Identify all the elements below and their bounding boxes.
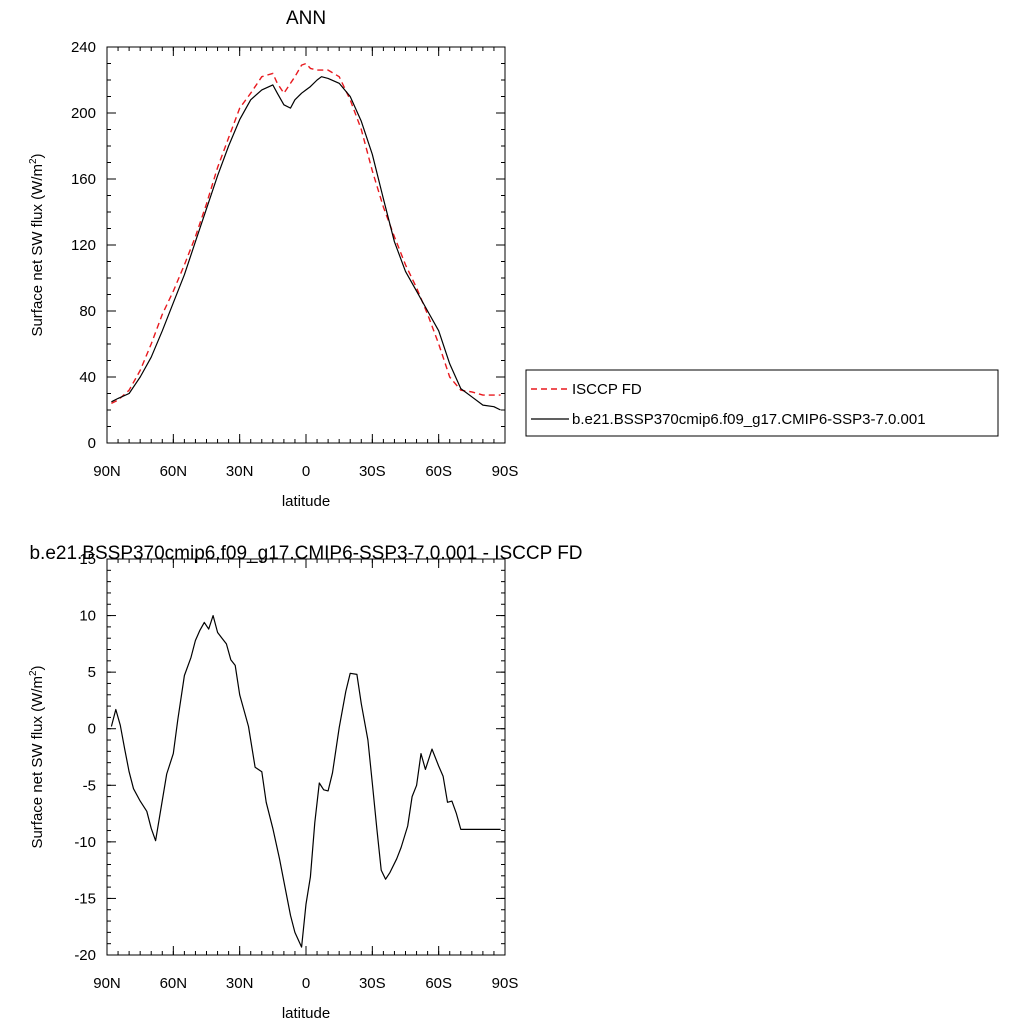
y-tick-label: 120 bbox=[71, 237, 96, 254]
y-tick-label: 10 bbox=[79, 608, 96, 625]
y-tick-label: 15 bbox=[79, 551, 96, 568]
y-tick-label: 160 bbox=[71, 171, 96, 188]
x-tick-label: 90S bbox=[492, 463, 519, 480]
legend-label-isccp: ISCCP FD bbox=[572, 381, 642, 398]
chart-title-ann: ANN bbox=[286, 8, 326, 29]
series-line-model bbox=[111, 76, 501, 411]
x-tick-label: 0 bbox=[302, 975, 310, 992]
x-tick-label: 60N bbox=[160, 463, 188, 480]
legend-box bbox=[525, 369, 999, 437]
y-tick-label: 5 bbox=[88, 664, 96, 681]
legend-label-model: b.e21.BSSP370cmip6.f09_g17.CMIP6-SSP3-7.… bbox=[572, 411, 926, 428]
series-line-model bbox=[110, 614, 501, 948]
x-tick-label: 90N bbox=[93, 975, 121, 992]
plot-frame bbox=[106, 558, 506, 956]
y-tick-label: -20 bbox=[74, 947, 96, 964]
x-tick-label: 0 bbox=[302, 463, 310, 480]
legend: ISCCP FD b.e21.BSSP370cmip6.f09_g17.CMIP… bbox=[525, 369, 999, 437]
y-tick-label: 0 bbox=[88, 435, 96, 452]
x-tick-label: 30N bbox=[226, 463, 254, 480]
x-axis-label: latitude bbox=[282, 1005, 330, 1022]
y-tick-label: 80 bbox=[79, 303, 96, 320]
x-tick-label: 90S bbox=[492, 975, 519, 992]
y-axis-label: Surface net SW flux (W/m2) bbox=[28, 153, 46, 336]
y-tick-label: 40 bbox=[79, 369, 96, 386]
y-tick-label: 240 bbox=[71, 39, 96, 56]
x-axis-label: latitude bbox=[282, 493, 330, 510]
x-tick-label: 60S bbox=[425, 975, 452, 992]
x-tick-label: 30N bbox=[226, 975, 254, 992]
x-tick-label: 60S bbox=[425, 463, 452, 480]
x-tick-label: 30S bbox=[359, 975, 386, 992]
x-tick-label: 60N bbox=[160, 975, 188, 992]
series-line-isccp bbox=[111, 62, 501, 405]
y-axis-label: Surface net SW flux (W/m2) bbox=[28, 665, 46, 848]
plot-frame bbox=[106, 46, 506, 444]
y-tick-label: -10 bbox=[74, 834, 96, 851]
plot-annual-mean: 90N 60N 30N 0 30S 60S 90S 0 40 80 120 160 200 240 lati… bbox=[28, 39, 518, 510]
y-tick-label: -15 bbox=[74, 890, 96, 907]
y-tick-label: 200 bbox=[71, 105, 96, 122]
x-tick-label: 30S bbox=[359, 463, 386, 480]
plot-difference: 90N 60N 30N 0 30S 60S 90S -20 -15 -10 -5 0 5 10 15 lati… bbox=[28, 551, 518, 1022]
y-tick-label: 0 bbox=[88, 721, 96, 738]
y-tick-label: -5 bbox=[83, 777, 96, 794]
x-tick-label: 90N bbox=[93, 463, 121, 480]
